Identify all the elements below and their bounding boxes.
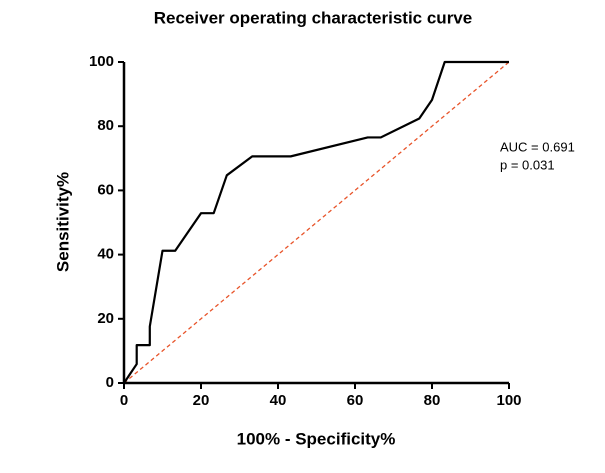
x-tick-label: 60 <box>347 392 364 409</box>
annotation: p = 0.031 <box>500 157 555 172</box>
y-axis-title: Sensitivity% <box>53 172 72 272</box>
y-tick-label: 80 <box>97 117 114 134</box>
x-tick-label: 0 <box>120 392 128 409</box>
y-tick-label: 0 <box>106 374 114 391</box>
roc-curve <box>123 60 509 384</box>
chart-title: Receiver operating characteristic curve <box>154 8 472 27</box>
x-tick-label: 80 <box>424 392 441 409</box>
x-axis-title: 100% - Specificity% <box>237 429 396 448</box>
x-tick-label: 20 <box>193 392 210 409</box>
y-tick-label: 60 <box>97 181 114 198</box>
y-tick-label: 100 <box>89 53 114 70</box>
x-tick-label: 100 <box>496 392 521 409</box>
reference-line <box>123 61 510 384</box>
annotation: AUC = 0.691 <box>500 139 575 154</box>
y-tick-label: 20 <box>97 310 114 327</box>
y-tick-label: 40 <box>97 246 114 263</box>
x-tick-label: 40 <box>270 392 287 409</box>
